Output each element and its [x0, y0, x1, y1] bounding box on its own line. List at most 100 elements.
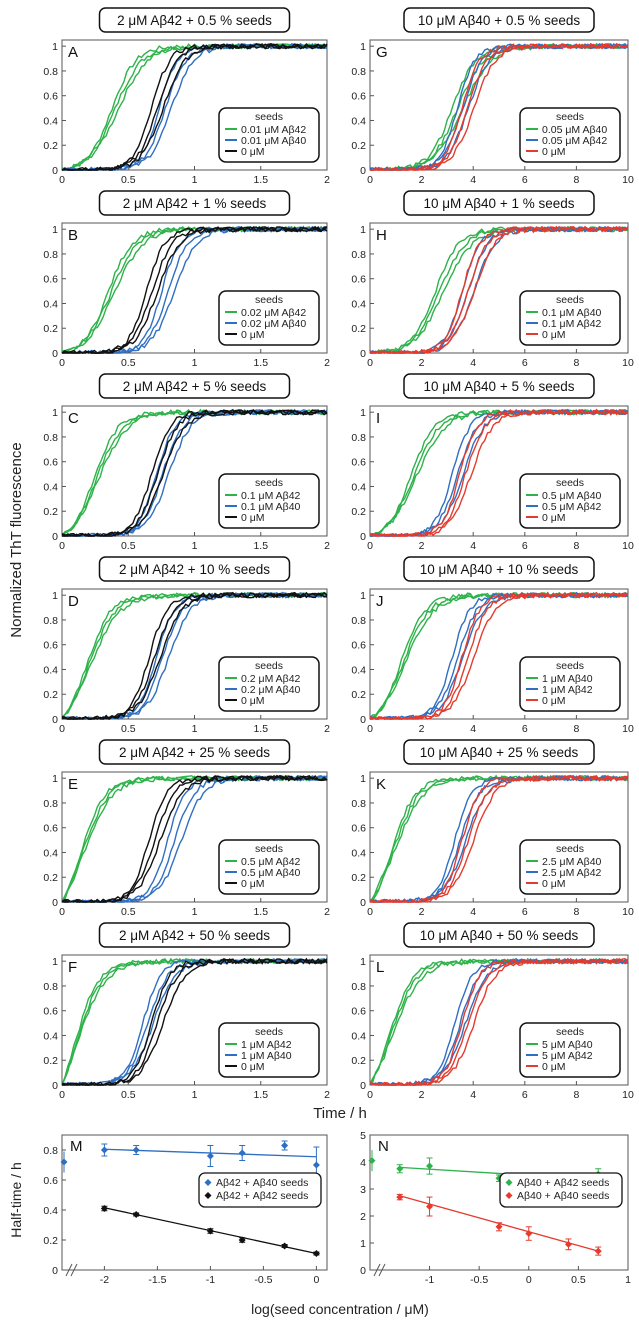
legend-label: 0 μM	[542, 695, 566, 707]
legend-label: 0.1 μM Aβ40	[241, 501, 301, 513]
panel-title-box	[403, 739, 595, 765]
y-tick-label: 0	[360, 1080, 366, 1092]
x-tick-label: 1.5	[253, 1089, 268, 1101]
legend-label: 0 μM	[241, 329, 265, 341]
x-tick-label: 1	[192, 540, 198, 552]
y-tick-label: 0.4	[43, 1205, 58, 1217]
panel-letter: A	[68, 44, 78, 61]
legend-title: seeds	[255, 843, 283, 855]
legend-box	[519, 1022, 621, 1078]
y-tick-label: 0.2	[351, 689, 366, 701]
panel-letter: K	[376, 776, 386, 793]
x-tick-label: 2	[419, 723, 425, 735]
series-line-red	[370, 42, 629, 171]
legend-title: seeds	[556, 660, 584, 672]
legend-label: 0.05 μM Aβ42	[542, 135, 607, 147]
data-point	[396, 1165, 404, 1173]
legend-title: seeds	[255, 111, 283, 123]
data-point	[312, 1161, 320, 1169]
panel-title-box	[98, 922, 291, 948]
panel-title-box	[403, 556, 595, 582]
x-tick-label: 2	[419, 357, 425, 369]
y-tick-label: 0.8	[351, 249, 366, 261]
legend-label: 0 μM	[241, 878, 265, 890]
y-tick-label: 1	[360, 41, 366, 53]
y-tick-label: 1	[360, 590, 366, 602]
panel-letter: J	[376, 593, 384, 610]
x-tick-label: 2	[419, 174, 425, 186]
y-tick-label: 0.8	[43, 798, 58, 810]
x-tick-label: 10	[622, 357, 634, 369]
panel-letter: I	[376, 410, 380, 427]
legend-label: Aβ42 + Aβ42 seeds	[216, 1190, 308, 1202]
panel-letter: L	[376, 959, 384, 976]
x-tick-label: 2	[324, 174, 330, 186]
y-tick-label: 1	[360, 1238, 366, 1250]
x-tick-label: 4	[470, 357, 476, 369]
data-point	[564, 1240, 572, 1248]
plot-frame	[369, 771, 629, 903]
x-tick-label: 1	[192, 1089, 198, 1101]
y-tick-label: 0	[360, 165, 366, 177]
series-line-red	[369, 408, 629, 537]
panel-letter: G	[376, 44, 388, 61]
legend-label: Aβ40 + Aβ40 seeds	[517, 1190, 609, 1202]
plot-frame	[369, 405, 629, 537]
y-tick-label: 0.8	[351, 615, 366, 627]
x-tick-label: 6	[522, 540, 528, 552]
x-tick-label: -0.5	[470, 1274, 488, 1286]
x-tick-label: 0.5	[121, 723, 136, 735]
y-tick-label: 0.6	[351, 1006, 366, 1018]
x-tick-label: 0	[367, 906, 373, 918]
panel-title: 10 μM Aβ40 + 5 % seeds	[423, 379, 574, 394]
y-tick-label: 0.4	[43, 664, 58, 676]
y-tick-label: 0	[360, 348, 366, 360]
y-tick-label: 0	[52, 348, 58, 360]
data-point	[396, 1193, 404, 1201]
series-line-red	[369, 43, 629, 171]
y-tick-label: 0	[52, 165, 58, 177]
x-tick-label: 4	[470, 906, 476, 918]
data-point	[281, 1242, 289, 1250]
panel-title-box	[98, 190, 291, 216]
y-tick-label: 0.6	[43, 457, 58, 469]
panel-title: 2 μM Aβ42 + 50 % seeds	[119, 928, 270, 943]
y-tick-label: 1	[52, 407, 58, 419]
axis-break	[373, 1263, 381, 1277]
panel-title: 2 μM Aβ42 + 0.5 % seeds	[117, 13, 272, 28]
x-tick-label: 0	[367, 540, 373, 552]
axis-break	[65, 1263, 73, 1277]
x-tick-label: 0	[367, 357, 373, 369]
legend-title: seeds	[255, 294, 283, 306]
x-tick-label: 2	[419, 540, 425, 552]
x-tick-label: 1	[192, 357, 198, 369]
legend-box	[519, 656, 621, 712]
y-tick-label: 0	[52, 897, 58, 909]
panel-title: 10 μM Aβ40 + 25 % seeds	[420, 745, 579, 760]
x-tick-label: 2	[324, 723, 330, 735]
x-tick-label: 4	[470, 1089, 476, 1101]
y-tick-label: 0.4	[43, 481, 58, 493]
y-tick-label: 0.2	[43, 140, 58, 152]
y-tick-label: 1	[360, 407, 366, 419]
x-tick-label: 0.5	[121, 540, 136, 552]
x-tick-label: 1.5	[253, 906, 268, 918]
y-tick-label: 0.6	[43, 91, 58, 103]
x-tick-label: 0.5	[121, 906, 136, 918]
x-axis-label: Time / h	[313, 1105, 367, 1122]
series-line-red	[369, 775, 629, 903]
y-tick-label: 0.8	[43, 66, 58, 78]
x-tick-label: 1	[192, 906, 198, 918]
y-tick-label: 0.2	[43, 689, 58, 701]
y-tick-label: 1	[52, 956, 58, 968]
panel-D: 2 μM Aβ42 + 10 % seeds 0 0.2 0.4 0.6 0.8 1 0 0.5…	[43, 556, 330, 735]
y-tick-label: 0.8	[351, 66, 366, 78]
x-tick-label: -1	[425, 1274, 434, 1286]
legend-box	[519, 839, 621, 895]
legend-title: seeds	[556, 477, 584, 489]
panel-letter: F	[68, 959, 77, 976]
